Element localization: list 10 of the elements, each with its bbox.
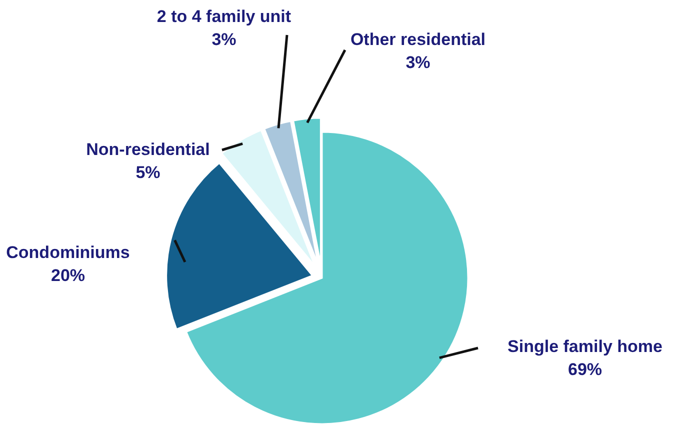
- slice-label: Single family home: [508, 337, 662, 356]
- data-label: 3%: [212, 30, 236, 49]
- data-label: 3%: [406, 52, 430, 72]
- data-label: 20%: [50, 266, 86, 285]
- slice-label: Non-residential: [86, 140, 210, 159]
- slice-label: 2 to 4 family unit: [156, 7, 292, 26]
- data-label: 5%: [136, 162, 160, 182]
- data-label: 69%: [568, 360, 602, 379]
- slice-label: Condominiums: [6, 243, 130, 262]
- slice-label: Other residential: [350, 30, 486, 49]
